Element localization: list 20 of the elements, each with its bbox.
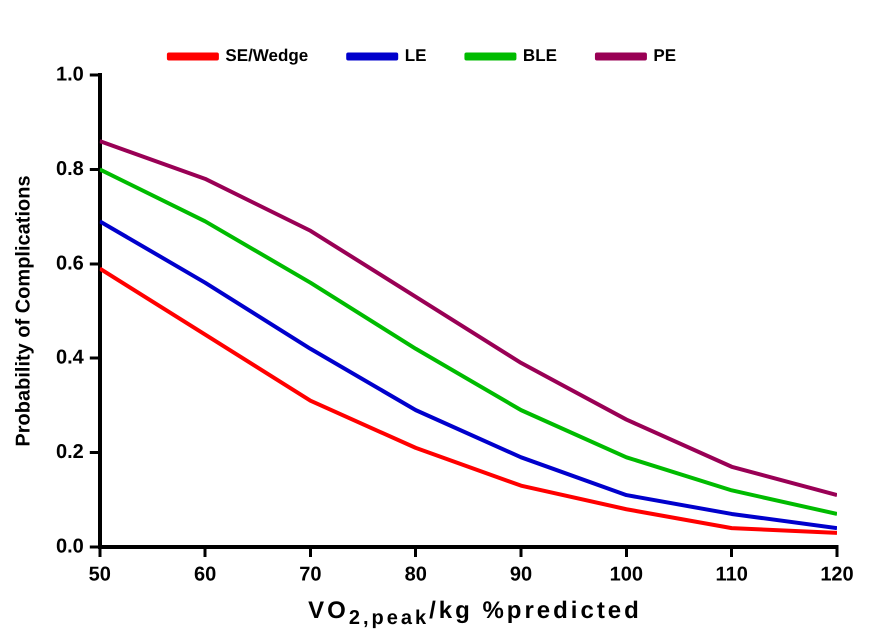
x-tick-label: 60 (194, 564, 216, 586)
x-tick-label: 80 (404, 564, 427, 586)
legend-label: SE/Wedge (225, 46, 308, 66)
x-tick-label: 50 (88, 564, 111, 586)
legend-label: BLE (522, 46, 557, 66)
y-axis-title: Probability of Complications (12, 175, 35, 447)
legend-label: LE (404, 46, 426, 66)
x-tick-label: 90 (510, 564, 532, 586)
x-axis-title: VO$_{2,peak}$/kg %predicted (307, 597, 643, 630)
y-tick-label: 1.0 (56, 64, 84, 86)
x-tick-label: 110 (716, 564, 748, 586)
y-tick-label: 0.6 (56, 252, 84, 274)
y-tick-label: 0.4 (56, 346, 85, 369)
x-tick-label: 120 (820, 564, 854, 586)
x-tick-label: 70 (299, 564, 322, 586)
x-tick-label: 100 (610, 564, 644, 586)
legend-label: PE (653, 46, 676, 66)
y-tick-label: 0.2 (56, 441, 84, 464)
y-tick-label: 0.0 (56, 536, 84, 558)
y-tick-label: 0.8 (56, 158, 84, 180)
